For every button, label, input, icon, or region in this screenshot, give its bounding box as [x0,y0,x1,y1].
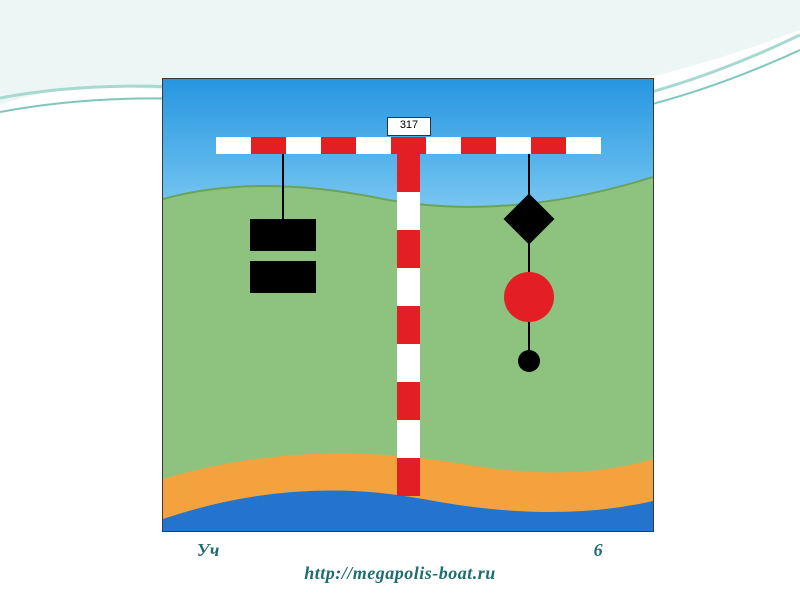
right-signal-black-ball [518,350,540,372]
footer-line-2: http://megapolis-boat.ru [0,563,800,584]
left-signal-box-upper [250,219,316,251]
crossbar-stripe [566,137,601,154]
semaphore-pole [397,154,420,494]
slide-root: 317 Уч ебный Центр «Мегаполис» 8 (499) 3… [0,0,800,600]
crossbar-stripe [496,137,531,154]
pole-stripe [397,420,420,458]
pole-stripe [397,382,420,420]
pole-stripe [397,306,420,344]
pole-stripe [397,344,420,382]
crossbar-stripe [251,137,286,154]
left-signal-rod [282,154,284,219]
kilometer-plate: 317 [387,117,431,136]
crossbar-stripe [426,137,461,154]
crossbar-stripe [391,137,426,154]
crossbar-stripe [216,137,251,154]
right-signal-red-ball [504,272,554,322]
footer2-text: http://megapolis-boat.ru [304,563,496,583]
left-signal-box-lower [250,261,316,293]
pole-stripe [397,192,420,230]
crossbar-stripe [321,137,356,154]
crossbar-stripe [356,137,391,154]
pole-stripe [397,458,420,496]
crossbar-stripe [531,137,566,154]
footer1-prefix: Уч [197,540,220,560]
plate-number: 317 [400,119,418,131]
pole-stripe [397,268,420,306]
crossbar-stripe [461,137,496,154]
pole-stripe [397,230,420,268]
pole-stripe [397,154,420,192]
footer1-suffix: 6 [594,540,604,560]
right-signal-rod [528,154,530,369]
footer-line-1: Уч ебный Центр «Мегаполис» 8 (499) 390-9… [0,540,800,561]
semaphore-crossbar [216,137,606,154]
crossbar-stripe [286,137,321,154]
semaphore-diagram: 317 [162,78,654,532]
